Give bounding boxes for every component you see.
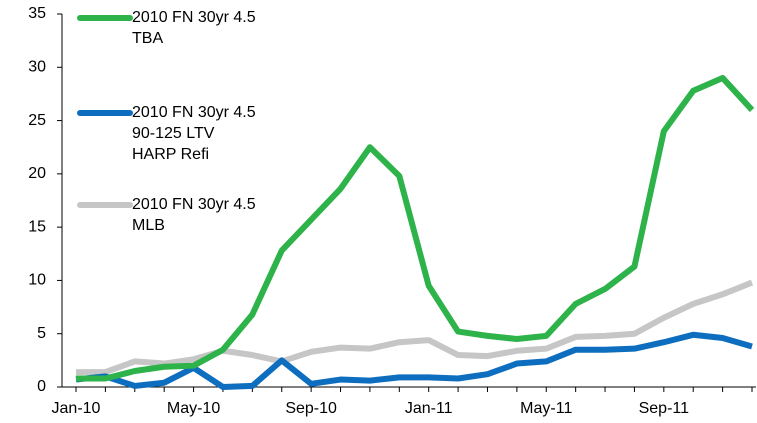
x-tick-label: Jan-10	[52, 400, 101, 417]
y-tick-label: 10	[28, 272, 46, 289]
series-line	[76, 279, 754, 376]
x-tick-label: May-11	[520, 400, 572, 417]
legend-label: 2010 FN 30yr 4.5 MLB	[132, 196, 256, 234]
x-tick-label: May-10	[167, 400, 220, 417]
x-tick-label: Sep-11	[639, 400, 690, 417]
y-tick-label: 20	[28, 165, 46, 182]
y-tick-label: 0	[37, 378, 46, 395]
y-tick-label: 35	[28, 5, 46, 22]
x-tick-label: Sep-10	[285, 400, 337, 417]
y-tick-label: 5	[37, 325, 46, 342]
legend-label: 2010 FN 30yr 4.5 90-125 LTV HARP Refi	[132, 104, 256, 163]
y-tick-label: 25	[28, 112, 46, 129]
series-line	[76, 74, 755, 382]
y-tick-label: 15	[28, 218, 46, 235]
series-line	[75, 331, 753, 390]
legend-label: 2010 FN 30yr 4.5 TBA	[132, 9, 256, 47]
y-tick-label: 30	[28, 59, 46, 76]
x-tick-label: Jan-11	[405, 400, 453, 417]
